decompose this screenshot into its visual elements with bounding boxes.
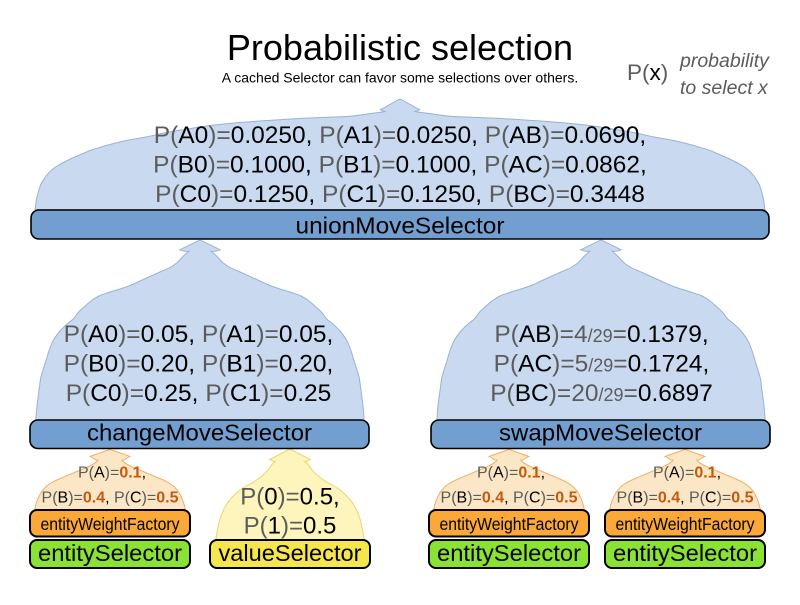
svg-text:entitySelector: entitySelector: [613, 540, 757, 566]
svg-text:P(AB)=4/29=0.1379,: P(AB)=4/29=0.1379,: [494, 321, 708, 348]
svg-text:P(B0)=0.1000, P(B1)=0.1000, P(: P(B0)=0.1000, P(B1)=0.1000, P(AC)=0.0862…: [153, 152, 647, 179]
svg-text:P(A)=0.1,: P(A)=0.1,: [653, 465, 721, 482]
svg-text:P(x): P(x): [627, 60, 668, 85]
svg-text:P(C0)=0.1250, P(C1)=0.1250, P(: P(C0)=0.1250, P(C1)=0.1250, P(BC)=0.3448: [155, 181, 645, 208]
svg-text:P(A0)=0.05, P(A1)=0.05,: P(A0)=0.05, P(A1)=0.05,: [64, 321, 334, 348]
svg-text:valueSelector: valueSelector: [219, 540, 362, 566]
svg-text:P(0)=0.5,: P(0)=0.5,: [240, 484, 339, 511]
svg-text:entityWeightFactory: entityWeightFactory: [440, 514, 579, 534]
svg-text:P(B)=0.4, P(C)=0.5: P(B)=0.4, P(C)=0.5: [42, 489, 179, 506]
svg-text:P(C0)=0.25, P(C1)=0.25: P(C0)=0.25, P(C1)=0.25: [66, 380, 332, 407]
svg-text:P(1)=0.5: P(1)=0.5: [244, 513, 337, 540]
svg-text:P(A)=0.1,: P(A)=0.1,: [78, 465, 146, 482]
svg-text:P(BC)=20/29=0.6897: P(BC)=20/29=0.6897: [490, 380, 713, 407]
svg-text:P(B0)=0.20, P(B1)=0.20,: P(B0)=0.20, P(B1)=0.20,: [64, 351, 334, 378]
svg-text:entityWeightFactory: entityWeightFactory: [616, 514, 755, 534]
svg-text:swapMoveSelector: swapMoveSelector: [499, 420, 702, 446]
svg-text:P(A0)=0.0250, P(A1)=0.0250, P(: P(A0)=0.0250, P(A1)=0.0250, P(AB)=0.0690…: [154, 122, 646, 149]
svg-text:entitySelector: entitySelector: [437, 540, 581, 566]
svg-text:P(B)=0.4, P(C)=0.5: P(B)=0.4, P(C)=0.5: [617, 489, 754, 506]
svg-text:entitySelector: entitySelector: [38, 540, 182, 566]
svg-text:to select x: to select x: [680, 77, 769, 99]
svg-text:Probabilistic selection: Probabilistic selection: [227, 27, 573, 68]
svg-text:P(B)=0.4, P(C)=0.5: P(B)=0.4, P(C)=0.5: [441, 489, 578, 506]
svg-text:A cached Selector can favor so: A cached Selector can favor some selecti…: [222, 70, 578, 86]
svg-text:P(A)=0.1,: P(A)=0.1,: [477, 465, 545, 482]
svg-text:unionMoveSelector: unionMoveSelector: [296, 213, 505, 239]
svg-text:changeMoveSelector: changeMoveSelector: [87, 420, 312, 446]
svg-text:entityWeightFactory: entityWeightFactory: [41, 514, 180, 534]
svg-text:probability: probability: [679, 50, 770, 72]
svg-text:P(AC)=5/29=0.1724,: P(AC)=5/29=0.1724,: [494, 351, 710, 378]
